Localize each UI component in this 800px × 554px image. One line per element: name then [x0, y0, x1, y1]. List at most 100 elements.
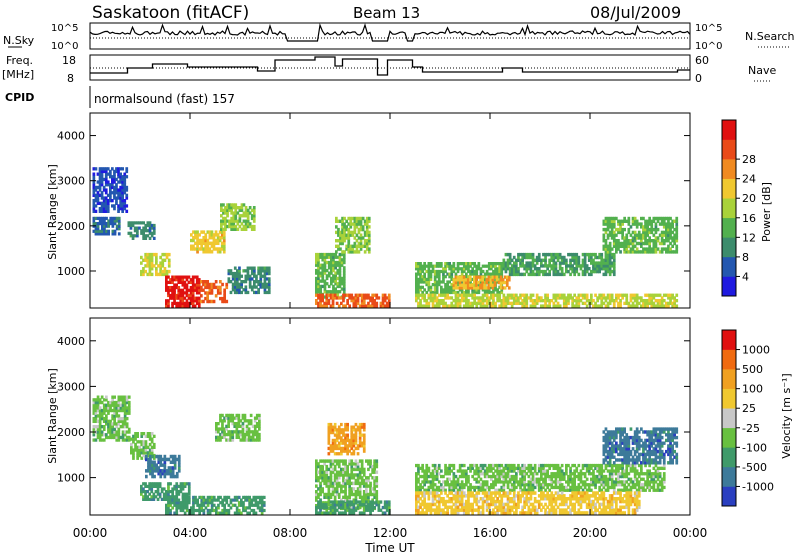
echo-cell	[450, 301, 454, 305]
echo-cell	[104, 183, 108, 187]
echo-cell	[623, 250, 626, 254]
echo-cell	[233, 495, 237, 499]
echo-cell	[240, 503, 243, 507]
echo-cell	[94, 185, 98, 190]
echo-cell	[435, 477, 439, 481]
echo-cell	[195, 296, 199, 300]
echo-cell	[115, 219, 119, 223]
echo-cell	[471, 267, 474, 271]
echo-cell	[454, 283, 458, 287]
echo-cell	[315, 511, 318, 515]
echo-cell	[210, 288, 214, 292]
echo-cell	[219, 427, 222, 431]
echo-cell	[415, 299, 418, 303]
echo-cell	[226, 208, 229, 212]
echo-cell	[169, 296, 172, 300]
echo-cell	[471, 290, 474, 295]
echo-cell	[335, 500, 339, 504]
echo-cell	[208, 230, 212, 234]
echo-cell	[496, 269, 499, 274]
freq-unit-label: [MHz]	[2, 68, 34, 81]
echo-cell	[373, 478, 376, 483]
echo-cell	[346, 293, 349, 297]
echo-cell	[125, 435, 129, 440]
echo-cell	[240, 282, 243, 286]
echo-cell	[485, 466, 489, 470]
echo-cell	[235, 430, 239, 434]
echo-cell	[471, 283, 474, 287]
echo-cell	[263, 274, 267, 278]
echo-cell	[134, 448, 137, 452]
echo-cell	[492, 466, 495, 470]
echo-cell	[111, 427, 114, 431]
echo-cell	[198, 247, 201, 251]
echo-cell	[369, 492, 372, 497]
echo-cell	[452, 280, 456, 285]
echo-cell	[371, 503, 374, 507]
echo-cell	[510, 463, 514, 468]
echo-cell	[548, 252, 551, 257]
echo-cell	[121, 191, 124, 195]
echo-cell	[231, 282, 235, 286]
echo-cell	[219, 511, 222, 515]
echo-cell	[230, 224, 233, 229]
echo-cell	[417, 280, 420, 284]
echo-cell	[214, 230, 218, 234]
echo-cell	[265, 282, 269, 286]
echo-cell	[598, 293, 601, 297]
echo-cell	[357, 244, 361, 248]
echo-cell	[565, 299, 568, 303]
echo-cell	[206, 280, 209, 284]
echo-cell	[165, 286, 168, 290]
echo-cell	[187, 492, 191, 496]
echo-cell	[350, 428, 354, 432]
echo-cell	[347, 233, 351, 237]
echo-cell	[202, 508, 206, 513]
echo-cell	[169, 278, 172, 282]
echo-cell	[175, 487, 179, 491]
echo-cell	[492, 472, 495, 476]
echo-cell	[113, 169, 116, 174]
echo-cell	[594, 267, 597, 271]
echo-cell	[260, 498, 264, 502]
echo-cell	[167, 469, 171, 473]
echo-cell	[583, 301, 587, 305]
echo-cell	[149, 454, 152, 459]
echo-cell	[348, 441, 351, 445]
echo-cell	[315, 287, 318, 291]
echo-cell	[331, 438, 335, 443]
echo-cell	[191, 286, 195, 290]
echo-cell	[183, 511, 187, 515]
echo-cell	[510, 264, 514, 268]
echo-cell	[214, 238, 218, 243]
echo-cell	[171, 490, 174, 494]
echo-cell	[317, 470, 320, 474]
echo-cell	[187, 280, 191, 284]
echo-cell	[450, 485, 454, 490]
echo-cell	[369, 464, 372, 469]
echo-cell	[517, 299, 520, 303]
echo-cell	[354, 462, 358, 466]
echo-cell	[194, 508, 197, 513]
echo-cell	[517, 272, 520, 277]
echo-cell	[540, 466, 543, 470]
echo-cell	[253, 416, 257, 420]
echo-cell	[334, 271, 337, 275]
echo-cell	[104, 175, 108, 179]
echo-cell	[635, 304, 639, 308]
echo-cell	[146, 221, 150, 225]
echo-cell	[510, 488, 514, 492]
echo-cell	[631, 241, 635, 246]
echo-cell	[250, 498, 254, 502]
echo-cell	[360, 301, 364, 305]
echo-cell	[347, 239, 351, 243]
echo-cell	[523, 474, 526, 479]
echo-cell	[617, 222, 620, 226]
echo-cell	[373, 501, 376, 505]
echo-cell	[344, 490, 347, 494]
echo-cell	[193, 275, 197, 279]
echo-cell	[479, 485, 483, 490]
echo-cell	[510, 258, 514, 262]
echo-cell	[646, 299, 649, 303]
echo-cell	[356, 473, 360, 477]
